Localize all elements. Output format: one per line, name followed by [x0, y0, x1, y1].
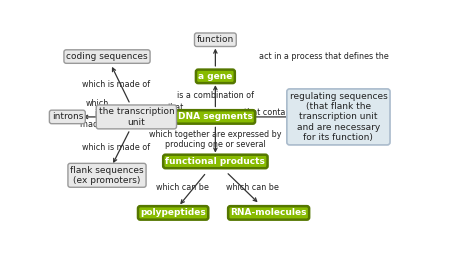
- Text: which
is
made of: which is made of: [80, 99, 114, 129]
- Text: RNA-molecules: RNA-molecules: [230, 208, 307, 217]
- Text: coding sequences: coding sequences: [66, 52, 148, 61]
- Text: is a combination of: is a combination of: [177, 91, 254, 100]
- Text: which can be: which can be: [226, 183, 279, 192]
- Text: which is made of: which is made of: [82, 143, 150, 152]
- Text: a gene: a gene: [198, 72, 233, 81]
- Text: function: function: [197, 35, 234, 44]
- Text: the transcription
unit: the transcription unit: [99, 107, 174, 127]
- Text: act in a process that defines the: act in a process that defines the: [259, 52, 389, 61]
- Text: functional products: functional products: [165, 157, 265, 166]
- Text: regulating sequences
(that flank the
transcription unit
and are necessary
for it: regulating sequences (that flank the tra…: [290, 92, 387, 142]
- Text: polypeptides: polypeptides: [140, 208, 206, 217]
- Text: which is made of: which is made of: [82, 80, 150, 89]
- Text: which together are expressed by
producing one or several: which together are expressed by producin…: [149, 130, 282, 149]
- Text: flank sequences
(ex promoters): flank sequences (ex promoters): [70, 166, 144, 185]
- Text: introns: introns: [52, 112, 83, 121]
- Text: DNA segments: DNA segments: [178, 112, 253, 121]
- Text: that contains: that contains: [244, 108, 297, 117]
- Text: that
contains: that contains: [159, 103, 193, 123]
- Text: which can be: which can be: [156, 183, 209, 192]
